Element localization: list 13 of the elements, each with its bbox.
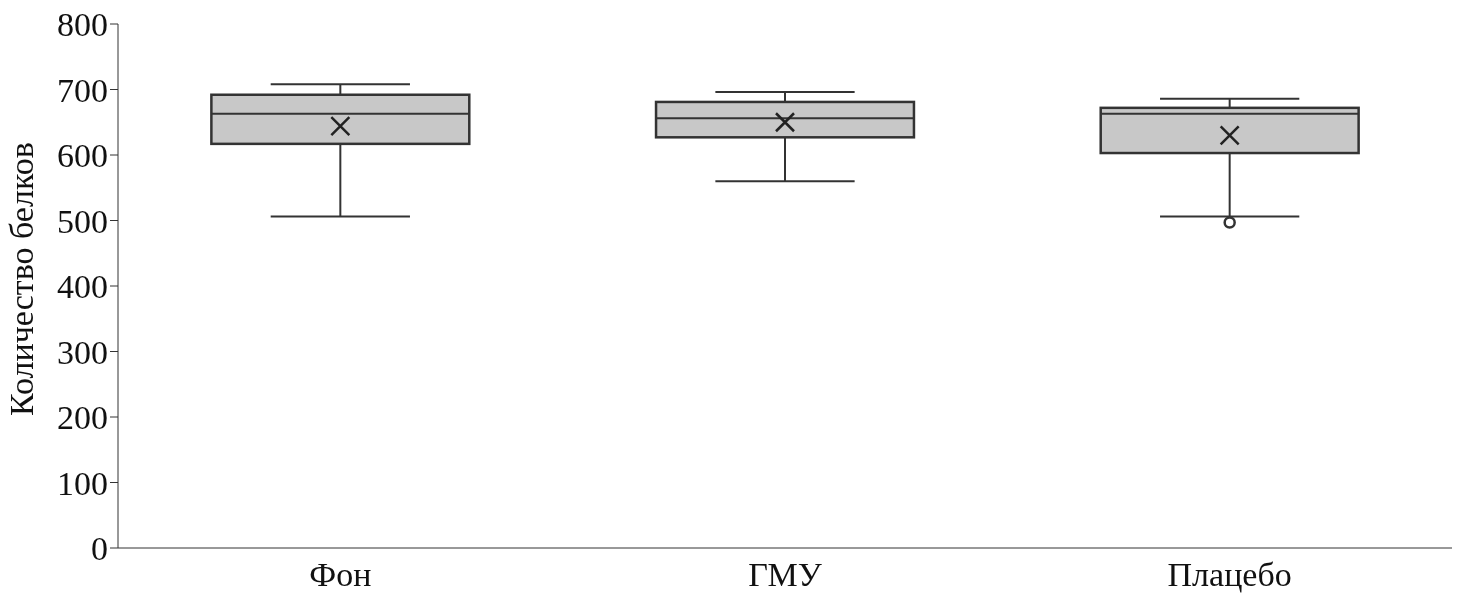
y-tick-label: 100 <box>57 464 108 502</box>
x-tick-label: Плацебо <box>1167 556 1292 594</box>
y-tick-label: 400 <box>57 268 108 306</box>
y-tick-label: 800 <box>57 6 108 44</box>
y-tick-label: 600 <box>57 137 108 175</box>
y-tick-label: 0 <box>91 530 108 568</box>
y-tick-label: 200 <box>57 399 108 437</box>
y-tick-label: 500 <box>57 202 108 240</box>
y-axis-title: Количество белков <box>3 142 41 416</box>
y-tick-label: 300 <box>57 333 108 371</box>
x-tick-label: ГМУ <box>748 556 823 594</box>
y-tick-label: 700 <box>57 71 108 109</box>
x-tick-label: Фон <box>309 556 372 594</box>
